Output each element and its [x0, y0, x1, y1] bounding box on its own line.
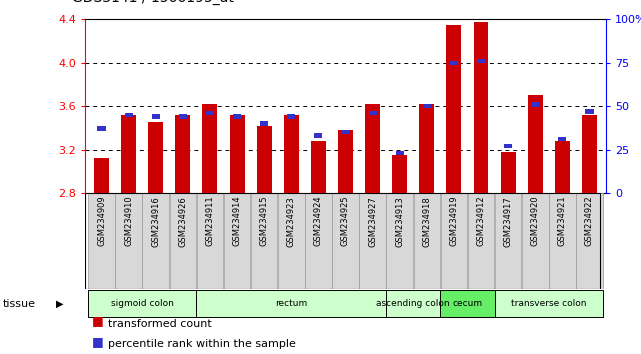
- Bar: [311, 141, 326, 193]
- Bar: [501, 152, 515, 193]
- Text: rectum: rectum: [275, 299, 308, 308]
- Bar: [148, 122, 163, 193]
- Text: percentile rank within the sample: percentile rank within the sample: [108, 339, 296, 349]
- Bar: [88, 193, 115, 289]
- Bar: [342, 130, 349, 135]
- Bar: [142, 193, 169, 289]
- Text: ■: ■: [92, 335, 103, 348]
- Bar: [474, 22, 488, 193]
- Bar: [585, 109, 594, 114]
- Text: GSM234911: GSM234911: [206, 196, 215, 246]
- Bar: [206, 111, 214, 115]
- Text: GSM234915: GSM234915: [260, 196, 269, 246]
- Bar: [413, 193, 440, 289]
- Bar: [284, 115, 299, 193]
- Bar: [528, 95, 543, 193]
- Text: GSM234916: GSM234916: [151, 196, 160, 246]
- Text: GDS3141 / 1566195_at: GDS3141 / 1566195_at: [72, 0, 235, 5]
- Text: sigmoid colon: sigmoid colon: [111, 299, 174, 308]
- Bar: [392, 155, 407, 193]
- Bar: [224, 193, 251, 289]
- Text: GSM234926: GSM234926: [178, 196, 187, 246]
- Text: GSM234920: GSM234920: [531, 196, 540, 246]
- Text: GSM234912: GSM234912: [476, 196, 485, 246]
- Bar: [152, 114, 160, 119]
- Bar: [251, 193, 278, 289]
- Bar: [203, 104, 217, 193]
- Text: transverse colon: transverse colon: [511, 299, 587, 308]
- Bar: [440, 290, 495, 318]
- Bar: [387, 193, 413, 289]
- Bar: [278, 193, 304, 289]
- Bar: [555, 141, 570, 193]
- Bar: [196, 290, 386, 318]
- Bar: [477, 59, 485, 63]
- Text: GSM234910: GSM234910: [124, 196, 133, 246]
- Bar: [495, 193, 521, 289]
- Bar: [88, 290, 196, 318]
- Text: ▶: ▶: [56, 298, 63, 309]
- Bar: [558, 137, 567, 142]
- Bar: [124, 113, 133, 117]
- Bar: [450, 61, 458, 65]
- Bar: [338, 130, 353, 193]
- Text: transformed count: transformed count: [108, 319, 212, 329]
- Bar: [468, 193, 494, 289]
- Bar: [522, 193, 549, 289]
- Bar: [197, 193, 223, 289]
- Bar: [395, 151, 404, 155]
- Bar: [94, 158, 109, 193]
- Bar: [287, 114, 296, 119]
- Bar: [549, 193, 576, 289]
- Bar: [582, 115, 597, 193]
- Bar: [176, 115, 190, 193]
- Bar: [115, 193, 142, 289]
- Bar: [504, 144, 512, 148]
- Text: GSM234909: GSM234909: [97, 196, 106, 246]
- Text: GSM234917: GSM234917: [504, 196, 513, 246]
- Text: GSM234921: GSM234921: [558, 196, 567, 246]
- Bar: [422, 104, 431, 108]
- Text: tissue: tissue: [3, 298, 36, 309]
- Bar: [440, 193, 467, 289]
- Bar: [360, 193, 386, 289]
- Text: ascending colon: ascending colon: [376, 299, 450, 308]
- Bar: [170, 193, 196, 289]
- Bar: [305, 193, 331, 289]
- Bar: [419, 104, 435, 193]
- Bar: [97, 126, 106, 131]
- Text: cecum: cecum: [453, 299, 483, 308]
- Text: GSM234927: GSM234927: [368, 196, 377, 246]
- Bar: [229, 115, 244, 193]
- Bar: [495, 290, 603, 318]
- Bar: [369, 111, 377, 115]
- Bar: [260, 121, 269, 126]
- Bar: [121, 115, 136, 193]
- Text: GSM234913: GSM234913: [395, 196, 404, 246]
- Text: GSM234922: GSM234922: [585, 196, 594, 246]
- Bar: [576, 193, 603, 289]
- Bar: [179, 114, 187, 119]
- Bar: [256, 126, 272, 193]
- Bar: [531, 102, 539, 107]
- Bar: [447, 25, 462, 193]
- Bar: [365, 104, 380, 193]
- Text: GSM234923: GSM234923: [287, 196, 296, 246]
- Text: GSM234925: GSM234925: [341, 196, 350, 246]
- Bar: [386, 290, 440, 318]
- Text: ■: ■: [92, 314, 103, 327]
- Bar: [332, 193, 359, 289]
- Text: GSM234918: GSM234918: [422, 196, 431, 246]
- Text: GSM234919: GSM234919: [449, 196, 458, 246]
- Bar: [314, 133, 322, 138]
- Bar: [233, 114, 241, 119]
- Text: GSM234924: GSM234924: [314, 196, 323, 246]
- Text: GSM234914: GSM234914: [233, 196, 242, 246]
